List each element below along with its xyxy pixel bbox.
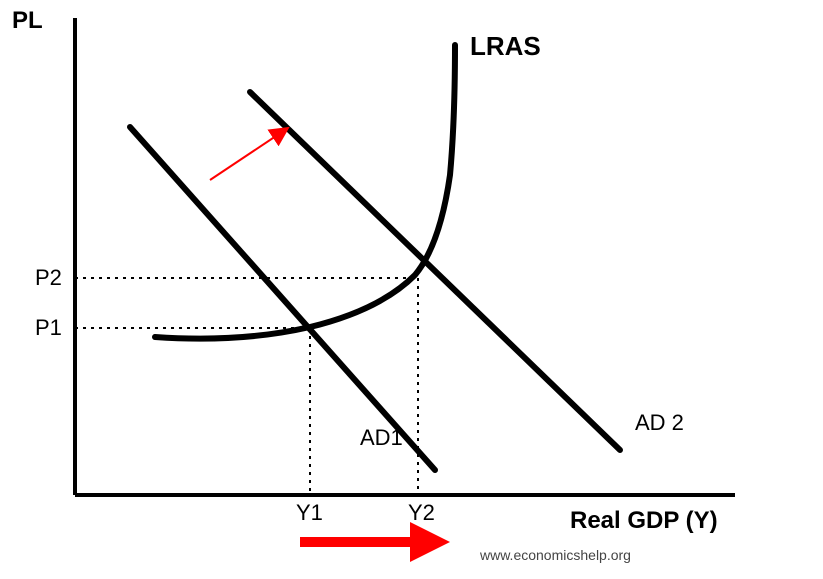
label-ad1: AD1 <box>360 425 403 450</box>
label-lras: LRAS <box>470 31 541 61</box>
lras-curve <box>155 45 455 339</box>
label-y_axis: PL <box>12 7 43 34</box>
economics-chart: PL Real GDP (Y) LRAS AD1 AD 2 P1 P2 Y1 Y2 www.eco… <box>0 0 823 579</box>
label-attribution: www.economicshelp.org <box>479 547 631 563</box>
chart-svg: PL Real GDP (Y) LRAS AD1 AD 2 P1 P2 Y1 Y2 www.eco… <box>0 0 823 579</box>
label-ad2: AD 2 <box>635 410 684 435</box>
label-y1: Y1 <box>296 500 323 525</box>
label-y2: Y2 <box>408 500 435 525</box>
label-p2: P2 <box>35 265 62 290</box>
shift-arrow-top <box>210 128 288 180</box>
label-p1: P1 <box>35 315 62 340</box>
label-x_axis: Real GDP (Y) <box>570 507 718 534</box>
ad2-curve <box>250 92 620 450</box>
